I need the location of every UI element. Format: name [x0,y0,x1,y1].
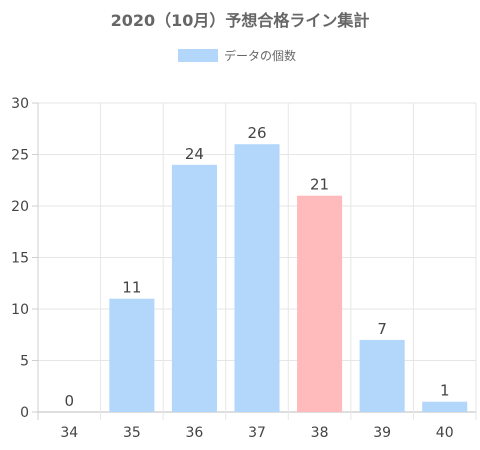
x-tick-label: 40 [436,425,454,441]
chart-title: 2020（10月）予想合格ライン集計 [111,11,370,30]
y-tick-label: 15 [11,251,29,267]
data-label-34: 0 [65,392,75,410]
x-tick-label: 36 [186,425,204,441]
bar-38[interactable] [297,195,343,412]
data-label-35: 11 [122,279,141,297]
y-tick-label: 20 [11,199,29,215]
x-tick-label: 34 [60,425,78,441]
x-tick-label: 37 [248,425,266,441]
data-label-37: 26 [247,124,266,142]
data-label-36: 24 [185,145,204,163]
x-tick-label: 35 [123,425,141,441]
data-labels: 0 11 24 26 21 7 1 [65,124,450,410]
y-tick-label: 0 [20,405,29,421]
bar-35[interactable] [109,298,155,412]
data-label-40: 1 [440,382,450,400]
bar-37[interactable] [234,144,280,412]
y-tick-label: 30 [11,96,29,112]
y-tick-label: 25 [11,148,29,164]
legend[interactable]: データの個数 [178,48,296,63]
legend-label: データの個数 [224,48,296,63]
y-tick-label: 10 [11,302,29,318]
bar-39[interactable] [359,339,405,412]
data-label-39: 7 [377,320,387,338]
legend-swatch [178,49,218,62]
x-tick-label: 39 [373,425,391,441]
bar-40[interactable] [422,401,468,412]
bars [109,144,468,412]
data-label-38: 21 [310,176,329,194]
bar-36[interactable] [171,164,217,412]
y-tick-label: 5 [20,354,29,370]
x-tick-label: 38 [311,425,329,441]
